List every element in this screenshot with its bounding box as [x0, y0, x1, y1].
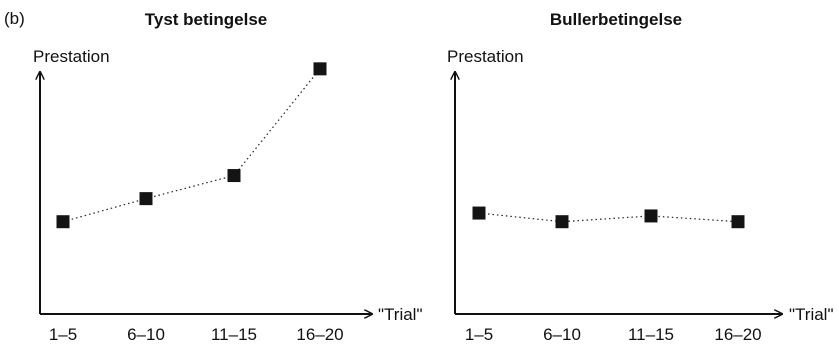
data-point — [56, 215, 70, 229]
x-tick-label: 16–20 — [296, 325, 343, 344]
data-point — [731, 215, 745, 229]
data-point — [139, 192, 153, 206]
series-line — [62, 68, 321, 223]
data-point — [644, 209, 658, 223]
x-tick-label: 6–10 — [543, 325, 581, 344]
chart-title: Bullerbetingelse — [550, 10, 682, 29]
x-tick-label: 6–10 — [127, 325, 165, 344]
x-tick-label: 11–15 — [211, 325, 257, 344]
panel-label: (b) — [4, 9, 25, 28]
data-point — [555, 215, 569, 229]
x-tick-label: 11–15 — [628, 325, 674, 344]
data-point — [313, 62, 327, 76]
x-axis-label: "Trial" — [378, 305, 423, 324]
chart-title: Tyst betingelse — [145, 10, 268, 29]
chart-panel-tyst: Tyst betingelse Prestation "Trial" 1–5 6–10 1… — [33, 10, 423, 344]
x-tick-label: 16–20 — [714, 325, 761, 344]
data-point — [472, 206, 486, 220]
y-axis-label: Prestation — [447, 47, 524, 66]
chart-panel-buller: Bullerbetingelse Prestation "Trial" 1–5 6–10… — [447, 10, 834, 344]
x-tick-label: 1–5 — [465, 325, 493, 344]
y-axis-label: Prestation — [33, 47, 110, 66]
series-line — [478, 212, 739, 223]
data-point — [227, 169, 241, 183]
x-tick-label: 1–5 — [49, 325, 77, 344]
x-axis-label: "Trial" — [789, 305, 834, 324]
